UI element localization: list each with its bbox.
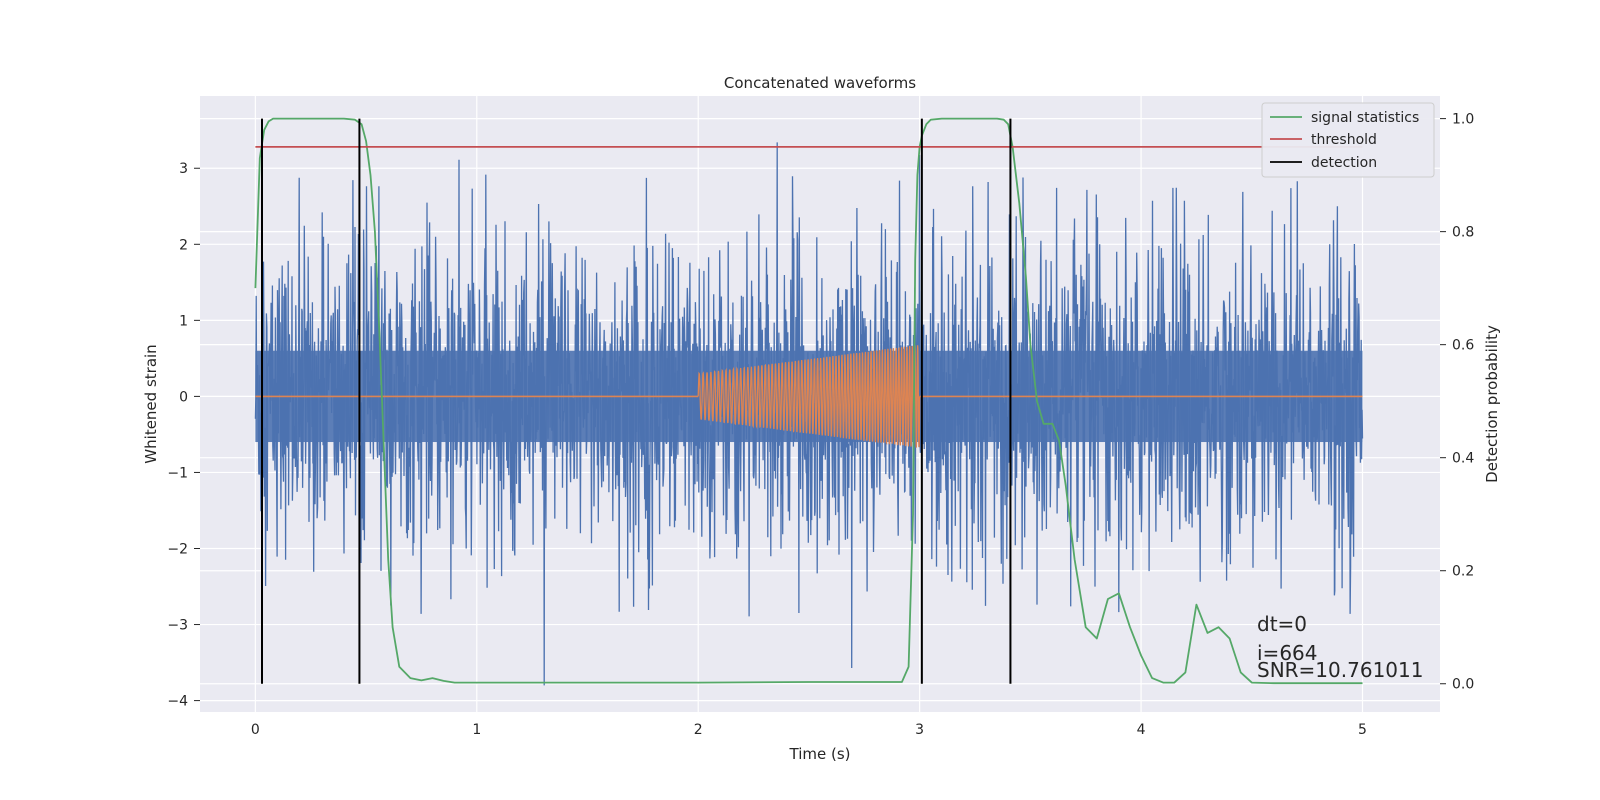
- x-axis-ticks: 0 1 2 3 4 5: [251, 722, 1367, 738]
- y-tick-label: −4: [167, 694, 188, 710]
- annotation-snr: SNR=10.761011: [1257, 658, 1423, 682]
- y-tick-label: 0: [179, 389, 188, 405]
- legend-label-signal-statistics: signal statistics: [1311, 110, 1419, 126]
- x-tick-label: 4: [1137, 722, 1146, 738]
- y-right-tick-label: 0.2: [1452, 564, 1474, 580]
- detection-lines: [261, 118, 1012, 684]
- right-axis-series: [254, 117, 1363, 685]
- y-right-tick-label: 0.4: [1452, 451, 1474, 467]
- y-tick-label: −2: [167, 541, 188, 557]
- y-axis-label: Whitened strain: [142, 344, 160, 463]
- y-tick-label: −3: [167, 618, 188, 634]
- y-tick-label: 2: [179, 237, 188, 253]
- chart-title: Concatenated waveforms: [724, 74, 916, 92]
- y-right-tick-label: 0.6: [1452, 338, 1474, 354]
- legend-label-detection: detection: [1311, 155, 1377, 171]
- chirp-line: [697, 345, 921, 448]
- annotation-dt: dt=0: [1257, 612, 1307, 636]
- y-axis-right-ticks: 0.0 0.2 0.4 0.6 0.8 1.0: [1440, 112, 1474, 693]
- x-tick-label: 3: [915, 722, 924, 738]
- x-tick-label: 1: [472, 722, 481, 738]
- y-right-tick-label: 1.0: [1452, 112, 1474, 128]
- chirp-series: [255, 345, 1363, 448]
- x-tick-label: 5: [1358, 722, 1367, 738]
- y-axis-left-ticks: −4 −3 −2 −1 0 1 2 3: [167, 161, 200, 710]
- y-tick-label: −1: [167, 465, 188, 481]
- x-tick-label: 0: [251, 722, 260, 738]
- y-right-tick-label: 0.0: [1452, 677, 1474, 693]
- y-right-tick-label: 0.8: [1452, 225, 1474, 241]
- legend: signal statistics threshold detection: [1261, 102, 1435, 178]
- y-tick-label: 3: [179, 161, 188, 177]
- legend-label-threshold: threshold: [1311, 132, 1377, 148]
- legend-box: [1261, 102, 1435, 178]
- x-tick-label: 2: [694, 722, 703, 738]
- y-tick-label: 1: [179, 313, 188, 329]
- x-axis-label: Time (s): [789, 745, 851, 763]
- y-axis-right-label: Detection probability: [1483, 325, 1501, 483]
- annotation-index: i=664: [1257, 641, 1318, 665]
- annotation-block: dt=0 i=664 SNR=10.761011: [1257, 612, 1423, 682]
